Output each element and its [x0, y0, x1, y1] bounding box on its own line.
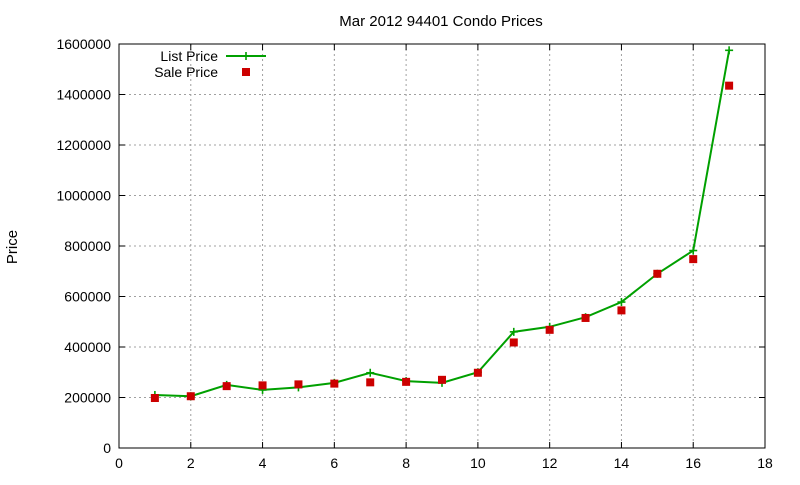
y-tick-label: 1600000: [56, 36, 111, 52]
sale-price-point: [545, 325, 554, 334]
x-tick-label: 4: [259, 455, 267, 471]
sale-price-point: [725, 81, 734, 90]
y-tick-label: 400000: [64, 339, 111, 355]
sale-price-point: [150, 394, 159, 403]
sale-price-point: [330, 379, 339, 388]
sale-price-point: [473, 368, 482, 377]
list-price-point: [689, 246, 698, 255]
sale-price-point: [509, 338, 518, 347]
y-axis-label: Price: [4, 230, 21, 264]
axes: [118, 43, 766, 449]
legend-label: List Price: [160, 48, 218, 64]
sale-price-point: [186, 392, 195, 401]
y-tick-label: 800000: [64, 238, 111, 254]
y-tick-label: 1000000: [56, 188, 111, 204]
sale-price-point: [222, 382, 231, 391]
sale-price-point: [258, 381, 267, 390]
y-tick-label: 600000: [64, 289, 111, 305]
sale-price-point: [689, 255, 698, 264]
legend-marker: [242, 68, 250, 76]
y-tick-label: 1200000: [56, 137, 111, 153]
sale-price-point: [653, 269, 662, 278]
list-price-point: [617, 298, 626, 307]
y-tick-label: 0: [103, 440, 111, 456]
legend-marker: [242, 52, 250, 60]
list-price-point: [725, 46, 734, 55]
tick-labels: 0 2 4 6 8 10 12 14 16 18 0 200000 400000 600000 800000…: [56, 36, 773, 471]
sale-price-point: [402, 377, 411, 386]
x-tick-label: 2: [187, 455, 195, 471]
sale-price-point: [366, 378, 375, 387]
list-price-point: [509, 327, 518, 336]
x-tick-label: 12: [542, 455, 558, 471]
series: [150, 46, 734, 403]
list-price-point: [366, 368, 375, 377]
sale-price-point: [581, 313, 590, 322]
x-tick-label: 0: [115, 455, 123, 471]
legend-label: Sale Price: [154, 64, 218, 80]
list-price-line: [154, 50, 731, 398]
x-tick-label: 10: [470, 455, 486, 471]
sale-price-point: [617, 306, 626, 315]
y-tick-label: 200000: [64, 390, 111, 406]
series-1: [150, 81, 734, 403]
x-tick-label: 6: [330, 455, 338, 471]
sale-price-point: [438, 375, 446, 384]
chart-title: Mar 2012 94401 Condo Prices: [339, 13, 542, 30]
x-tick-label: 18: [757, 455, 773, 471]
y-tick-label: 1400000: [56, 87, 111, 103]
sale-price-point: [294, 380, 303, 389]
x-tick-label: 14: [614, 455, 630, 471]
x-tick-label: 16: [685, 455, 701, 471]
x-tick-label: 8: [402, 455, 410, 471]
